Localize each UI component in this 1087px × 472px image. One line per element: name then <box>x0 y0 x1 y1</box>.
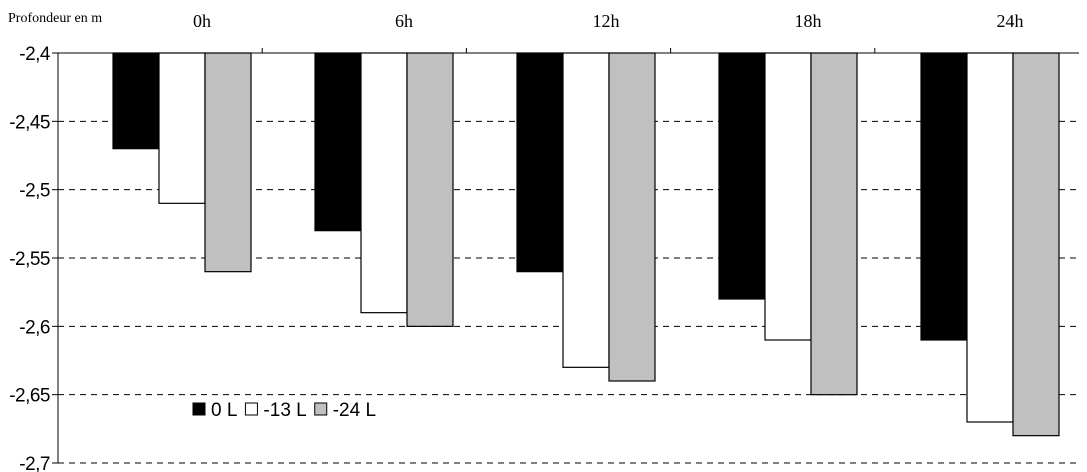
y-tick-label: -2,5 <box>19 181 50 202</box>
legend-label: 0 L <box>211 400 237 421</box>
legend-swatch <box>244 402 258 416</box>
bar <box>1012 52 1060 437</box>
bars <box>112 52 1060 437</box>
bar <box>562 52 610 368</box>
x-tick-labels: 0h 6h 12h 18h 24h <box>193 11 1024 31</box>
bar <box>158 52 206 204</box>
legend-label: -13 L <box>263 400 306 421</box>
bar <box>314 52 362 232</box>
bar <box>810 52 858 396</box>
bar <box>406 52 454 327</box>
x-tick-label: 12h <box>593 11 620 31</box>
bar <box>764 52 812 341</box>
bar <box>920 52 968 341</box>
y-tick-label: -2,45 <box>9 112 50 133</box>
x-tick-label: 0h <box>193 11 211 31</box>
bar <box>966 52 1014 423</box>
bar <box>608 52 656 382</box>
bar <box>360 52 408 314</box>
y-tick-label: -2,65 <box>9 386 50 407</box>
y-tick-label: -2,4 <box>19 44 51 65</box>
y-tick-label: -2,6 <box>19 317 50 338</box>
bar <box>204 52 252 273</box>
x-tick-label: 24h <box>997 11 1024 31</box>
x-tick-label: 18h <box>795 11 822 31</box>
axes <box>52 48 1079 464</box>
legend-swatch <box>314 402 328 416</box>
bar <box>112 52 160 150</box>
legend: 0 L -13 L -24 L <box>192 400 376 421</box>
legend-swatch <box>192 402 206 416</box>
y-tick-label: -2,7 <box>19 454 50 472</box>
x-tick-label: 6h <box>395 11 413 31</box>
bar <box>516 52 564 273</box>
legend-label: -24 L <box>333 400 376 421</box>
y-tick-label: -2,55 <box>9 249 50 270</box>
y-tick-labels: -2,4 -2,45 -2,5 -2,55 -2,6 -2,65 -2,7 <box>9 44 51 472</box>
y-axis-title: Profondeur en m <box>8 11 102 26</box>
bar <box>718 52 766 300</box>
